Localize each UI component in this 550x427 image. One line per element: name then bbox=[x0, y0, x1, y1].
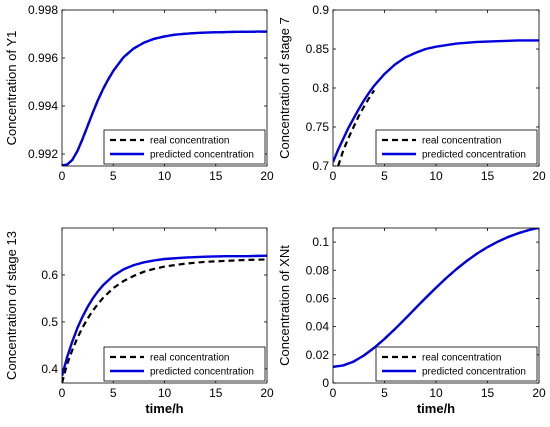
y-tick-label: 0.4 bbox=[41, 362, 58, 376]
y-tick-label: 0.06 bbox=[306, 291, 330, 305]
y-tick-label: 0.994 bbox=[28, 99, 58, 113]
y-axis-label: Concentration of stage 13 bbox=[4, 231, 19, 380]
subplot-2: 0 5 10 15 20 0.7 0.75 0.8 0.85 0.9 Concentration o… bbox=[277, 3, 546, 183]
x-tick-label: 15 bbox=[481, 169, 495, 183]
y-tick-label: 0.8 bbox=[312, 81, 329, 95]
x-tick-label: 0 bbox=[330, 386, 337, 400]
y-tick-label: 0.998 bbox=[28, 3, 58, 17]
legend: real concentration predicted concentratio… bbox=[375, 129, 538, 165]
predicted-concentration-line bbox=[62, 254, 267, 377]
y-tick-label: 0.04 bbox=[306, 320, 330, 334]
y-axis-label: Concentration of Y1 bbox=[4, 31, 19, 146]
real-concentration-line bbox=[337, 89, 376, 166]
y-tick-label: 0.5 bbox=[41, 315, 58, 329]
real-concentration-line bbox=[62, 258, 267, 383]
legend-label: predicted concentration bbox=[150, 367, 254, 378]
y-tick-label: 0.992 bbox=[28, 147, 58, 161]
x-tick-label: 5 bbox=[381, 169, 388, 183]
subplot-4: 0 5 10 15 20 0 0.02 0.04 0.06 0.08 0.1 Concentratio… bbox=[277, 227, 546, 416]
legend-label: real concentration bbox=[422, 136, 502, 147]
y-tick-label: 0.02 bbox=[306, 348, 330, 362]
legend-label: real concentration bbox=[422, 353, 502, 364]
y-tick-label: 0.85 bbox=[306, 42, 330, 56]
x-tick-label: 20 bbox=[532, 169, 546, 183]
legend-box bbox=[375, 346, 538, 382]
y-axis-label: Concentration of XNt bbox=[277, 245, 292, 366]
x-tick-label: 5 bbox=[381, 386, 388, 400]
x-tick-label: 15 bbox=[209, 169, 223, 183]
x-tick-label: 0 bbox=[330, 169, 337, 183]
x-tick-label: 10 bbox=[429, 169, 443, 183]
y-tick-label: 0.1 bbox=[312, 235, 329, 249]
legend-box bbox=[103, 129, 266, 165]
x-tick-label: 20 bbox=[260, 169, 274, 183]
x-tick-label: 15 bbox=[481, 386, 495, 400]
x-tick-label: 5 bbox=[110, 386, 117, 400]
y-tick-label: 0.9 bbox=[312, 3, 329, 17]
x-tick-label: 20 bbox=[260, 386, 274, 400]
y-tick-label: 0.996 bbox=[28, 51, 58, 65]
legend: real concentration predicted concentratio… bbox=[103, 129, 266, 165]
x-axis-label: time/h bbox=[417, 401, 455, 416]
legend-label: real concentration bbox=[150, 136, 230, 147]
legend-label: predicted concentration bbox=[422, 367, 526, 378]
y-axis-label: Concentration of stage 7 bbox=[277, 17, 292, 159]
x-tick-label: 5 bbox=[110, 169, 117, 183]
predicted-concentration-line bbox=[333, 228, 539, 368]
legend-label: predicted concentration bbox=[150, 150, 254, 161]
y-tick-label: 0.75 bbox=[306, 120, 330, 134]
predicted-concentration-line bbox=[62, 30, 267, 166]
legend-box bbox=[375, 129, 538, 165]
x-tick-label: 10 bbox=[158, 386, 172, 400]
legend: real concentration predicted concentratio… bbox=[375, 346, 538, 382]
predicted-concentration-line bbox=[333, 39, 539, 163]
x-axis-label: time/h bbox=[145, 401, 183, 416]
subplot-3: 0 5 10 15 20 0.4 0.5 0.6 Concentration of stage … bbox=[4, 227, 274, 416]
x-tick-label: 15 bbox=[209, 386, 223, 400]
legend-label: real concentration bbox=[150, 353, 230, 364]
x-tick-label: 10 bbox=[158, 169, 172, 183]
x-tick-label: 0 bbox=[59, 386, 66, 400]
legend-label: predicted concentration bbox=[422, 150, 526, 161]
x-tick-label: 20 bbox=[532, 386, 546, 400]
y-tick-label: 0.7 bbox=[312, 159, 329, 173]
x-tick-label: 10 bbox=[429, 386, 443, 400]
subplot-1: 0 5 10 15 20 0.992 0.994 0.996 0.998 Concentratio… bbox=[4, 3, 274, 183]
x-tick-label: 0 bbox=[59, 169, 66, 183]
y-tick-label: 0.6 bbox=[41, 268, 58, 282]
y-tick-label: 0 bbox=[322, 376, 329, 390]
legend-box bbox=[103, 346, 266, 382]
legend: real concentration predicted concentratio… bbox=[103, 346, 266, 382]
y-tick-label: 0.08 bbox=[306, 263, 330, 277]
